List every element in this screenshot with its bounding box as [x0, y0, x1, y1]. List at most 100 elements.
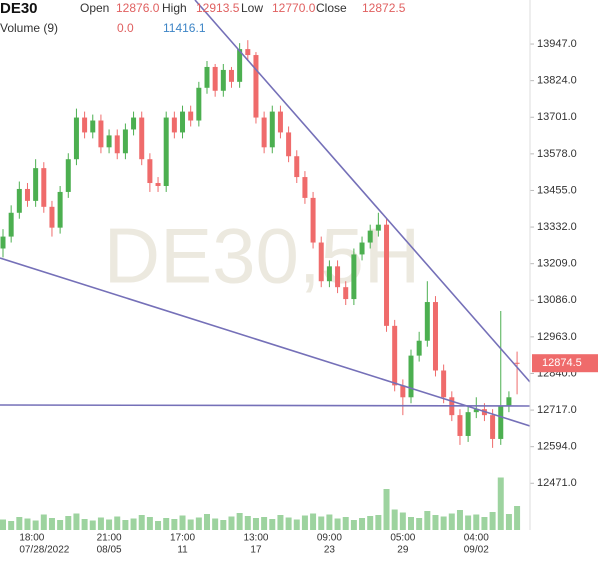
x-tick-label: 13:00: [243, 533, 268, 544]
volume-bar: [310, 513, 317, 530]
x-tick-label: 18:00: [19, 533, 44, 544]
candle-body: [57, 191, 63, 228]
y-tick-label: 13086.0: [537, 294, 577, 306]
candle-body: [269, 111, 275, 148]
candle-body: [212, 66, 218, 91]
candle-body: [204, 66, 210, 88]
volume-bar: [138, 515, 145, 530]
candle-body: [155, 183, 161, 186]
volume-bar: [383, 489, 390, 530]
volume-bar: [236, 513, 243, 530]
y-tick-label: 13578.0: [537, 148, 577, 160]
volume-label: Volume (9): [0, 21, 58, 35]
volume-bar: [187, 519, 194, 530]
candle-body: [326, 266, 332, 282]
candle-body: [318, 242, 324, 282]
y-tick-label: 13455.0: [537, 184, 577, 196]
volume-bar: [505, 514, 512, 530]
volume-bar: [171, 519, 178, 530]
candle-body: [286, 132, 292, 157]
candle-body: [220, 69, 226, 91]
volume-bar: [163, 518, 170, 530]
candle-body: [506, 397, 512, 407]
volume-bar: [408, 517, 414, 530]
volume-bar: [57, 520, 64, 530]
x-date-label: 07/28/2022: [19, 545, 69, 556]
candle-body: [16, 188, 22, 213]
volume-bar: [97, 517, 104, 530]
candle-body: [351, 254, 357, 300]
candle-body: [343, 287, 349, 300]
candle-body: [432, 302, 438, 371]
y-tick-label: 13701.0: [537, 111, 577, 123]
x-date-label: 23: [324, 545, 336, 556]
x-date-label: 11: [177, 545, 188, 556]
x-tick-label: 09:00: [317, 533, 342, 544]
volume-bar: [195, 517, 202, 530]
candle-body: [416, 340, 422, 356]
volume-bar: [367, 516, 374, 530]
volume-bar: [81, 519, 88, 530]
volume-bar: [432, 515, 439, 530]
candle-body: [65, 159, 71, 192]
candle-body: [228, 69, 234, 82]
volume-bar: [489, 512, 496, 530]
volume-value: 11416.1: [163, 21, 206, 35]
trendline: [0, 257, 531, 427]
x-tick-label: 17:00: [170, 533, 195, 544]
candle-body: [392, 325, 398, 386]
candle-body: [490, 415, 496, 439]
candle-body: [514, 362, 520, 364]
field-value: 12913.5: [196, 1, 240, 15]
y-tick-label: 12963.0: [537, 331, 577, 343]
volume-bar: [252, 518, 259, 530]
volume-bar: [0, 519, 6, 530]
candle-body: [196, 87, 202, 121]
field-label: Low: [241, 1, 263, 15]
trendlines: [0, 0, 531, 427]
y-tick-label: 12594.0: [537, 441, 577, 453]
candle-body: [400, 385, 406, 398]
candle-body: [33, 168, 39, 201]
candle-body: [0, 236, 6, 249]
candle-body: [24, 188, 30, 201]
volume-bar: [326, 514, 333, 530]
volume-pane: [0, 477, 521, 530]
volume-bar: [48, 518, 55, 530]
header: DE30 Open 12876.0 High 12913.5 Low 12770…: [0, 0, 406, 35]
field-value: 12872.5: [362, 1, 406, 15]
x-date-label: 29: [397, 545, 409, 556]
candle-body: [114, 135, 120, 154]
candle-body: [408, 355, 414, 398]
candle-body: [457, 415, 463, 436]
volume-bar: [228, 516, 235, 530]
volume-bar: [106, 519, 113, 530]
y-tick-label: 13209.0: [537, 258, 577, 270]
field-label: Open: [80, 1, 109, 15]
volume-bar: [179, 515, 186, 530]
candle-body: [277, 111, 283, 133]
volume-bar: [301, 515, 308, 530]
candle-body: [122, 129, 128, 154]
field-value: 12770.0: [272, 1, 316, 15]
volume-bar: [220, 520, 227, 530]
y-tick-label: 12471.0: [537, 477, 577, 489]
candle-body: [294, 156, 300, 178]
volume-bar: [73, 513, 80, 530]
volume-bar: [359, 518, 366, 530]
volume-bar: [375, 515, 382, 530]
candle-body: [106, 135, 112, 148]
volume-bar: [65, 516, 72, 530]
candle-body: [441, 370, 447, 398]
candle-body: [188, 111, 194, 121]
volume-bar: [261, 517, 268, 530]
last-price-label: 12874.5: [542, 357, 582, 369]
candle-body: [498, 406, 504, 439]
volume-bar: [318, 516, 325, 530]
volume-bar: [285, 517, 292, 530]
candle-body: [8, 212, 14, 237]
trendline: [0, 404, 531, 407]
candle-body: [237, 49, 243, 82]
